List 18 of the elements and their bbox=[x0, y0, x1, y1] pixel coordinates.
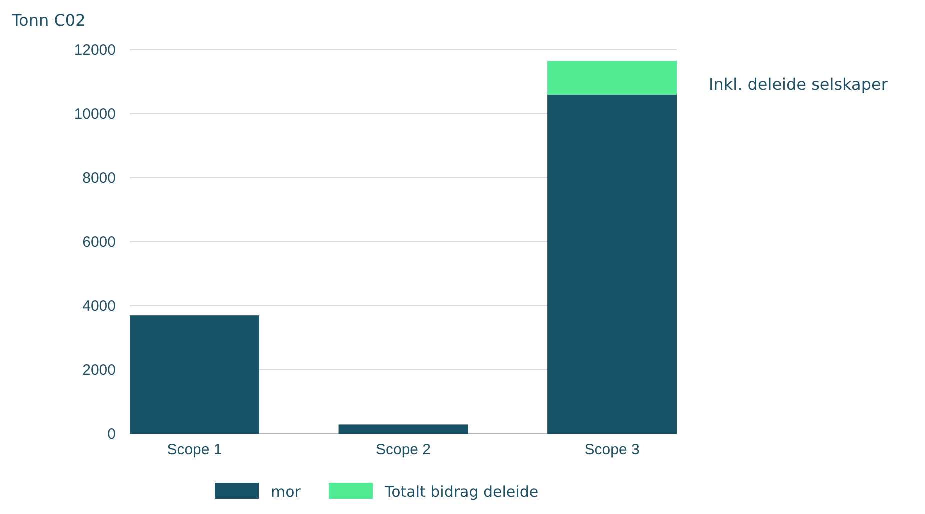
text: Inkl. deleide selskaper bbox=[709, 75, 888, 94]
bar bbox=[548, 94, 677, 434]
y-tick-label: 2000 bbox=[82, 362, 116, 379]
x-tick-label: Scope 1 bbox=[167, 442, 222, 459]
y-tick-label: 8000 bbox=[82, 170, 116, 187]
bar bbox=[130, 316, 260, 434]
y-tick-label: 12000 bbox=[74, 42, 116, 59]
legend-label: mor bbox=[271, 483, 302, 501]
y-tick-label: 4000 bbox=[82, 298, 116, 315]
y-axis-title: Tonn C02 bbox=[11, 11, 86, 30]
x-tick-label: Scope 3 bbox=[584, 442, 640, 459]
x-tick-label: Scope 2 bbox=[376, 442, 432, 459]
bar bbox=[548, 61, 677, 95]
y-tick-label: 6000 bbox=[82, 234, 116, 251]
bar bbox=[338, 424, 468, 434]
y-tick-label: 0 bbox=[108, 426, 116, 443]
y-tick-label: 10000 bbox=[74, 106, 116, 123]
legend-label: Totalt bidrag deleide bbox=[384, 483, 539, 501]
